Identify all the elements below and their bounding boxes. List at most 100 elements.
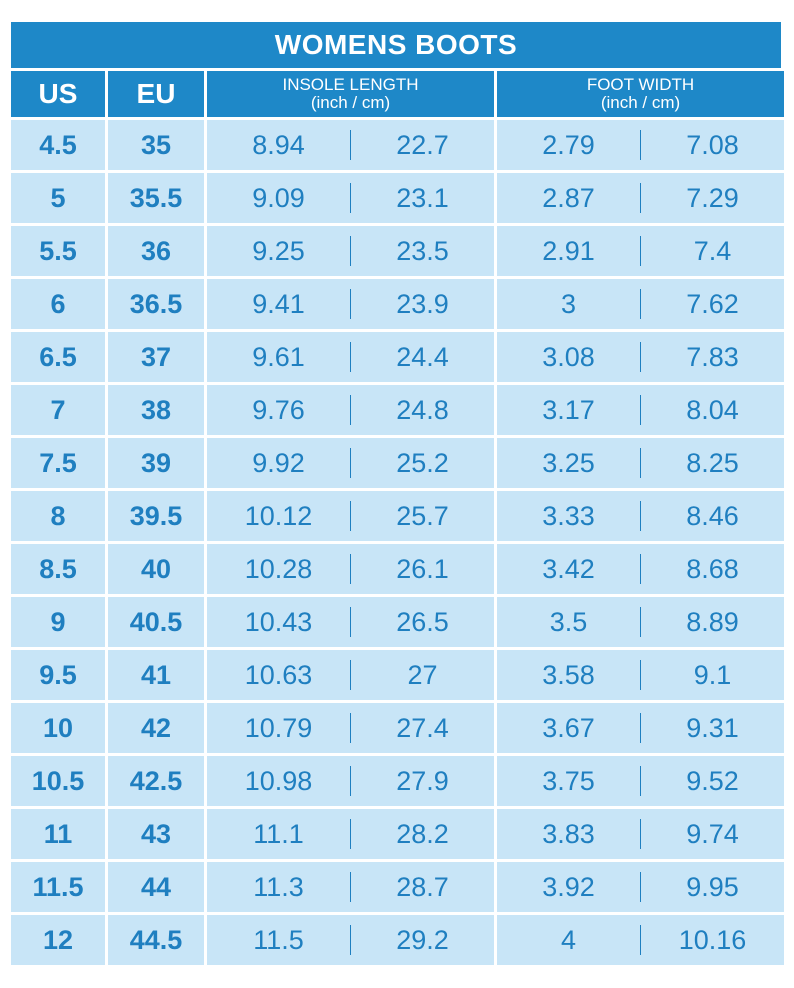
cell-eu-size: 42.5 xyxy=(108,756,204,806)
insole-length-inch: 10.79 xyxy=(244,712,313,743)
foot-width-cm: 8.89 xyxy=(686,606,739,637)
insole-length-pair: 9.61 24.4 xyxy=(207,332,494,382)
table-row: 6.5 37 9.61 24.4 3.08 7.83 xyxy=(11,332,784,382)
cell-eu-size: 44.5 xyxy=(108,915,204,965)
insole-length-inch: 9.92 xyxy=(252,447,305,478)
insole-length-cm: 28.2 xyxy=(396,818,449,849)
value-divider xyxy=(350,713,351,743)
table-row: 6 36.5 9.41 23.9 3 7.62 xyxy=(11,279,784,329)
foot-width-cm: 7.4 xyxy=(693,235,732,266)
foot-width-inch: 3.25 xyxy=(542,447,595,478)
size-table: US EU INSOLE LENGTH (inch / cm) FOOT WID… xyxy=(8,68,787,968)
cell-us-size: 7 xyxy=(11,385,105,435)
insole-length-cm: 25.2 xyxy=(396,447,449,478)
value-divider xyxy=(640,925,641,955)
foot-width-cell: 3.17 8.04 xyxy=(497,385,784,435)
foot-width-cm: 8.25 xyxy=(686,447,739,478)
foot-width-inch: 3.08 xyxy=(542,341,595,372)
table-row: 8 39.5 10.12 25.7 3.33 8.46 xyxy=(11,491,784,541)
foot-width-cell: 4 10.16 xyxy=(497,915,784,965)
foot-width-cell: 3.5 8.89 xyxy=(497,597,784,647)
insole-length-inch: 9.76 xyxy=(252,394,305,425)
value-divider xyxy=(350,501,351,531)
insole-length-inch: 9.41 xyxy=(252,288,305,319)
insole-length-pair: 10.43 26.5 xyxy=(207,597,494,647)
cell-eu-size: 39 xyxy=(108,438,204,488)
insole-length-inch: 10.43 xyxy=(244,606,313,637)
foot-width-cm: 10.16 xyxy=(678,924,747,955)
cell-us-size: 4.5 xyxy=(11,120,105,170)
header-row: US EU INSOLE LENGTH (inch / cm) FOOT WID… xyxy=(11,71,784,117)
cell-eu-size: 38 xyxy=(108,385,204,435)
insole-length-cell: 11.1 28.2 xyxy=(207,809,494,859)
table-body: 4.5 35 8.94 22.7 2.79 7.08 5 35.5 9.09 23.1 2.87 7.… xyxy=(11,120,784,965)
cell-us-size: 12 xyxy=(11,915,105,965)
insole-length-cell: 10.28 26.1 xyxy=(207,544,494,594)
cell-eu-size: 36.5 xyxy=(108,279,204,329)
table-row: 4.5 35 8.94 22.7 2.79 7.08 xyxy=(11,120,784,170)
foot-width-pair: 3.92 9.95 xyxy=(497,862,784,912)
value-divider xyxy=(350,925,351,955)
foot-width-cell: 3.83 9.74 xyxy=(497,809,784,859)
cell-us-size: 8.5 xyxy=(11,544,105,594)
header-width-units: (inch / cm) xyxy=(600,93,681,112)
value-divider xyxy=(640,183,641,213)
value-divider xyxy=(350,766,351,796)
table-row: 9 40.5 10.43 26.5 3.5 8.89 xyxy=(11,597,784,647)
insole-length-cm: 23.9 xyxy=(396,288,449,319)
cell-us-size: 9 xyxy=(11,597,105,647)
insole-length-pair: 10.63 27 xyxy=(207,650,494,700)
table-row: 12 44.5 11.5 29.2 4 10.16 xyxy=(11,915,784,965)
foot-width-pair: 3.5 8.89 xyxy=(497,597,784,647)
value-divider xyxy=(350,342,351,372)
value-divider xyxy=(350,872,351,902)
cell-eu-size: 36 xyxy=(108,226,204,276)
insole-length-cell: 9.25 23.5 xyxy=(207,226,494,276)
foot-width-cm: 8.04 xyxy=(686,394,739,425)
cell-us-size: 9.5 xyxy=(11,650,105,700)
table-row: 11 43 11.1 28.2 3.83 9.74 xyxy=(11,809,784,859)
foot-width-cell: 2.79 7.08 xyxy=(497,120,784,170)
insole-length-cm: 25.7 xyxy=(396,500,449,531)
foot-width-cm: 8.68 xyxy=(686,553,739,584)
foot-width-inch: 3.17 xyxy=(542,394,595,425)
foot-width-cm: 9.95 xyxy=(686,871,739,902)
insole-length-inch: 8.94 xyxy=(252,129,305,160)
foot-width-inch: 3.5 xyxy=(549,606,588,637)
foot-width-cm: 9.1 xyxy=(693,659,732,690)
foot-width-pair: 2.87 7.29 xyxy=(497,173,784,223)
insole-length-cm: 24.4 xyxy=(396,341,449,372)
foot-width-cm: 9.31 xyxy=(686,712,739,743)
cell-us-size: 8 xyxy=(11,491,105,541)
insole-length-pair: 8.94 22.7 xyxy=(207,120,494,170)
header-insole-title: INSOLE LENGTH xyxy=(282,75,419,94)
table-row: 10 42 10.79 27.4 3.67 9.31 xyxy=(11,703,784,753)
chart-title: WOMENS BOOTS xyxy=(11,22,781,68)
cell-eu-size: 43 xyxy=(108,809,204,859)
cell-eu-size: 39.5 xyxy=(108,491,204,541)
value-divider xyxy=(350,130,351,160)
insole-length-cm: 27.4 xyxy=(396,712,449,743)
cell-eu-size: 35 xyxy=(108,120,204,170)
value-divider xyxy=(350,289,351,319)
foot-width-cm: 7.62 xyxy=(686,288,739,319)
cell-us-size: 6 xyxy=(11,279,105,329)
header-width-title: FOOT WIDTH xyxy=(586,75,695,94)
foot-width-inch: 2.91 xyxy=(542,235,595,266)
insole-length-cm: 27.9 xyxy=(396,765,449,796)
value-divider xyxy=(640,130,641,160)
insole-length-cell: 9.76 24.8 xyxy=(207,385,494,435)
insole-length-cm: 23.5 xyxy=(396,235,449,266)
value-divider xyxy=(640,819,641,849)
foot-width-inch: 2.79 xyxy=(542,129,595,160)
foot-width-pair: 3.08 7.83 xyxy=(497,332,784,382)
value-divider xyxy=(640,342,641,372)
foot-width-inch: 3.42 xyxy=(542,553,595,584)
foot-width-inch: 3.67 xyxy=(542,712,595,743)
insole-length-pair: 9.41 23.9 xyxy=(207,279,494,329)
value-divider xyxy=(350,236,351,266)
insole-length-cm: 26.5 xyxy=(396,606,449,637)
insole-length-pair: 9.25 23.5 xyxy=(207,226,494,276)
foot-width-cm: 7.08 xyxy=(686,129,739,160)
foot-width-cell: 3.08 7.83 xyxy=(497,332,784,382)
